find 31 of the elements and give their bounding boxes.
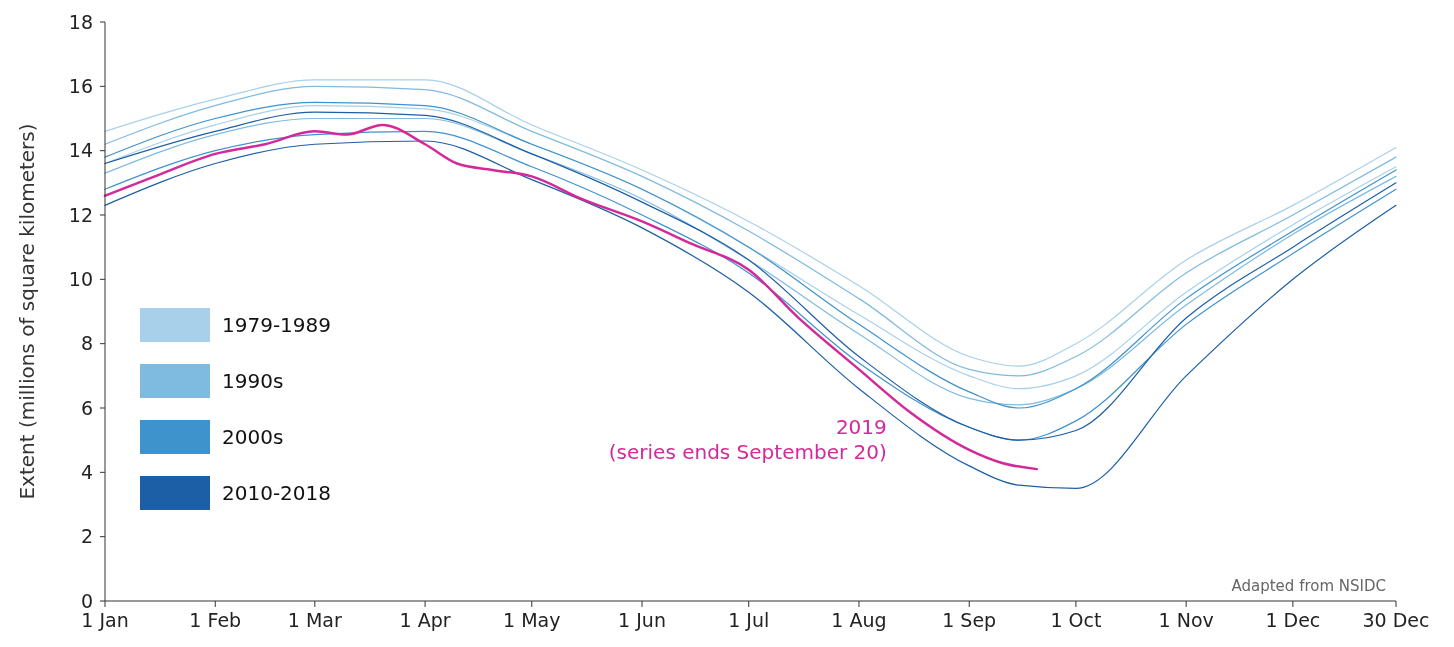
annotation: (series ends September 20) xyxy=(608,440,887,465)
legend-label: 2000s xyxy=(222,425,284,449)
y-tick-label: 18 xyxy=(68,10,93,33)
x-tick-label: 1 Mar xyxy=(287,609,342,631)
x-tick-label: 30 Dec xyxy=(1362,609,1430,631)
y-tick-label: 10 xyxy=(68,267,93,290)
x-tick-label: 1 Dec xyxy=(1265,609,1321,631)
x-tick-label: 1 May xyxy=(503,609,561,631)
y-axis-title: Extent (millions of square kilometers) xyxy=(15,123,39,500)
y-tick-label: 4 xyxy=(80,460,93,483)
legend-label: 1990s xyxy=(222,369,284,393)
y-tick-label: 2 xyxy=(80,525,93,548)
series-label: 2019 xyxy=(835,415,887,440)
x-tick-label: 1 Sep xyxy=(942,609,997,631)
x-tick-label: 1 Jun xyxy=(618,609,666,631)
y-tick-label: 6 xyxy=(80,396,93,419)
x-tick-label: 1 Jan xyxy=(81,609,129,631)
y-tick-label: 16 xyxy=(68,74,93,97)
y-tick-label: 0 xyxy=(80,589,93,612)
y-tick-label: 12 xyxy=(68,203,93,226)
annotation: Adapted from NSIDC xyxy=(1231,577,1386,595)
legend-label: 2010-2018 xyxy=(222,481,332,505)
x-tick-label: 1 Jul xyxy=(728,609,770,631)
x-tick-label: 1 Nov xyxy=(1158,609,1214,631)
x-tick-label: 1 Oct xyxy=(1050,609,1102,631)
y-tick-label: 8 xyxy=(80,332,93,355)
x-tick-label: 1 Apr xyxy=(399,609,451,631)
legend-label: 1979-1989 xyxy=(222,313,332,337)
x-tick-label: 1 Feb xyxy=(189,609,242,631)
y-tick-label: 14 xyxy=(68,139,93,162)
x-tick-label: 1 Aug xyxy=(831,609,887,631)
